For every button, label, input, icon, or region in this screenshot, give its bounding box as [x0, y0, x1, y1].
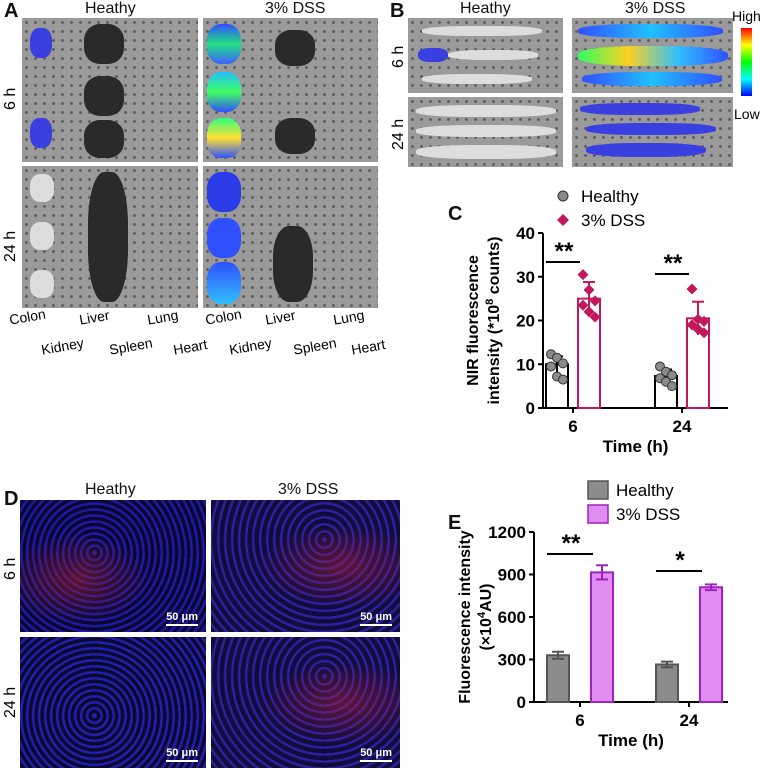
bar-3-dss [590, 571, 614, 703]
y-tick-label: 600 [498, 608, 526, 627]
y-axis-label-sup: 8 [484, 299, 496, 305]
data-point [667, 381, 677, 392]
data-point [546, 361, 556, 372]
panel-d-title-dss: 3% DSS [278, 481, 339, 498]
data-point [667, 370, 677, 381]
panel-b-title-dss: 3% DSS [625, 0, 686, 17]
colon-image-dss-24h [572, 97, 733, 167]
y-axis-label-sup: 4 [476, 611, 488, 618]
x-axis-label: Time (h) [598, 731, 664, 750]
data-point [589, 295, 601, 307]
micrograph-healthy-24h: 50 μm [20, 637, 206, 768]
y-tick-label: 300 [498, 651, 526, 670]
legend-marker [557, 214, 569, 226]
y-tick-label: 900 [498, 566, 526, 585]
data-point [558, 358, 568, 369]
legend-label: 3% DSS [581, 211, 645, 230]
x-tick-label: 6 [568, 417, 577, 436]
panel-d-label: D [4, 488, 19, 510]
y-axis-label-end: counts) [486, 237, 503, 299]
panel-b-label: B [390, 0, 405, 22]
colorbar-high-label: High [732, 8, 761, 24]
legend-label: Healthy [616, 481, 674, 500]
data-point [558, 374, 568, 385]
significance-label: * [675, 547, 685, 574]
data-point [583, 284, 595, 296]
chart-e: 0 300 600 900 1200 6 ** 24 * Time (h) Fluorescence… [457, 480, 728, 750]
data-point [583, 306, 595, 318]
y-axis-label: NIR fluorescence intensity (*108 counts) [465, 237, 503, 405]
significance-label: ** [555, 238, 574, 265]
ivis-image-healthy-6h [22, 18, 198, 162]
micrograph-healthy-6h: 50 μm [20, 500, 206, 632]
y-axis-label-end: AU) [478, 583, 495, 611]
ivis-image-healthy-24h [22, 166, 198, 308]
data-point [698, 327, 710, 339]
y-tick-label: 30 [516, 268, 535, 287]
scale-bar-label: 50 μm [166, 747, 198, 759]
panel-c-label: C [448, 203, 463, 225]
legend-swatch [587, 504, 609, 524]
data-point [552, 352, 562, 363]
ivis-image-dss-24h [203, 166, 378, 308]
data-point [577, 299, 589, 311]
scale-bar-label: 50 μm [360, 747, 392, 759]
y-tick-label: 40 [516, 224, 535, 243]
x-axis-label: Time (h) [603, 437, 669, 456]
y-tick-label: 1200 [488, 523, 526, 542]
micrograph-dss-24h: 50 μm [211, 637, 400, 768]
data-point [698, 315, 710, 327]
micrograph-dss-6h: 50 μm [211, 500, 400, 632]
y-axis-label-line2: (×10 [478, 618, 495, 651]
panel-a-title-dss: 3% DSS [265, 0, 326, 17]
colon-image-dss-6h [572, 18, 733, 93]
panel-a-label: A [4, 0, 19, 22]
scale-bar-label: 50 μm [360, 611, 392, 623]
bar-3-dss [699, 586, 723, 703]
legend-label: 3% DSS [616, 505, 680, 524]
legend-label: Healthy [581, 187, 639, 206]
x-tick-label: 24 [673, 417, 692, 436]
scale-bar: 50 μm [360, 611, 392, 626]
data-point [589, 311, 601, 323]
scale-bar: 50 μm [166, 611, 198, 626]
colorbar [741, 28, 752, 96]
bar-healthy [655, 663, 679, 703]
scale-bar-label: 50 μm [166, 611, 198, 623]
panel-d-title-healthy: Heathy [85, 481, 136, 498]
colorbar-low-label: Low [734, 106, 760, 122]
legend-swatch [587, 480, 609, 500]
legend-marker [557, 190, 569, 202]
y-axis-label-line2: intensity (*10 [486, 305, 503, 405]
panel-e-label: E [448, 512, 462, 534]
data-point [686, 283, 698, 295]
panel-b-title-healthy: Heathy [460, 0, 511, 17]
significance-label: ** [562, 530, 581, 557]
y-axis-label-line1: Fluorescence intensity [457, 530, 474, 703]
y-axis-label: Fluorescence intensity (×104AU) [457, 530, 495, 703]
y-tick-label: 0 [517, 693, 526, 712]
ivis-image-dss-6h [203, 18, 378, 162]
y-tick-label: 10 [516, 355, 535, 374]
bar-healthy [546, 654, 570, 703]
scale-bar: 50 μm [360, 747, 392, 762]
x-tick-label: 6 [575, 711, 584, 730]
colon-image-healthy-24h [408, 97, 563, 167]
colon-image-healthy-6h [408, 18, 563, 93]
data-point [577, 269, 589, 281]
y-tick-label: 20 [516, 312, 535, 331]
chart-c: 0 10 20 30 40 6 ** 24 ** Time (h) NIR fluorescence… [465, 187, 728, 456]
scale-bar: 50 μm [166, 747, 198, 762]
y-axis-label-line1: NIR fluorescence [465, 255, 482, 386]
x-tick-label: 24 [680, 711, 699, 730]
panel-a-title-healthy: Heathy [85, 0, 136, 17]
significance-label: ** [664, 250, 683, 277]
y-tick-label: 0 [526, 399, 535, 418]
